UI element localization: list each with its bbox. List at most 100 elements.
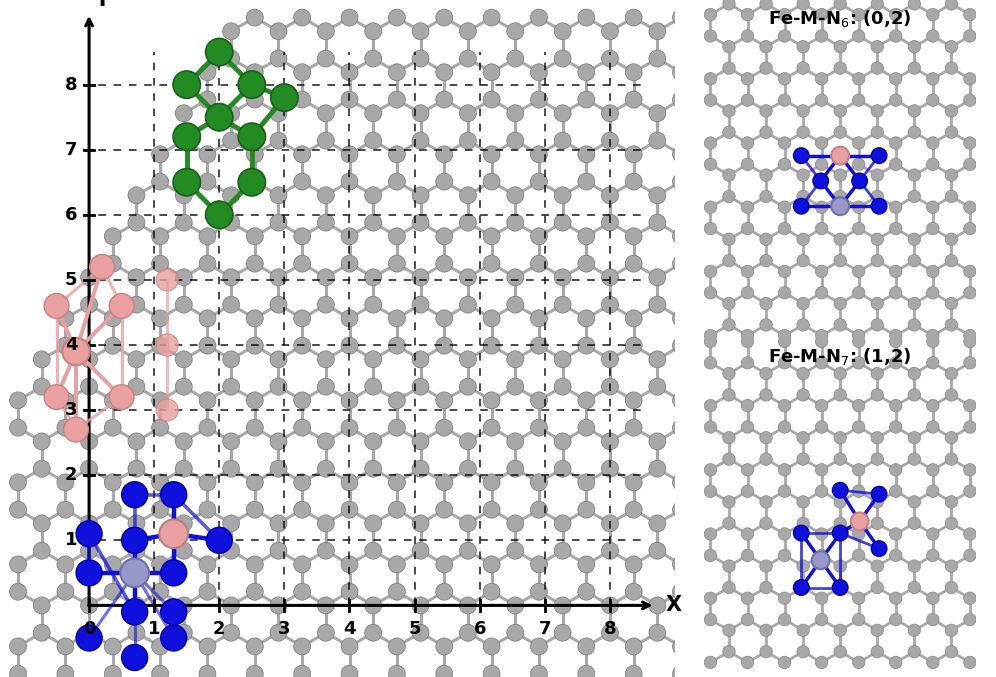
Circle shape [672, 392, 689, 409]
Circle shape [602, 460, 619, 477]
Circle shape [151, 474, 168, 491]
Circle shape [436, 337, 453, 354]
Circle shape [531, 584, 548, 600]
Circle shape [223, 542, 240, 559]
Circle shape [723, 297, 735, 309]
Circle shape [270, 433, 287, 450]
Circle shape [33, 351, 50, 368]
Circle shape [853, 286, 865, 299]
Circle shape [778, 72, 791, 85]
Circle shape [127, 187, 144, 204]
Circle shape [270, 351, 287, 368]
Circle shape [889, 265, 902, 278]
Circle shape [908, 389, 920, 401]
Circle shape [741, 72, 754, 85]
Circle shape [365, 214, 381, 231]
Circle shape [388, 173, 405, 190]
Circle shape [270, 297, 287, 313]
Circle shape [156, 399, 178, 421]
Circle shape [294, 9, 311, 26]
Circle shape [889, 8, 902, 21]
Circle shape [833, 483, 848, 498]
Circle shape [270, 50, 287, 67]
Circle shape [57, 556, 74, 573]
Circle shape [483, 584, 500, 600]
Circle shape [834, 190, 847, 202]
Circle shape [199, 146, 216, 162]
Circle shape [318, 597, 335, 614]
Circle shape [554, 597, 571, 614]
Circle shape [964, 592, 976, 605]
Circle shape [672, 474, 689, 491]
Circle shape [602, 269, 619, 286]
Circle shape [318, 351, 335, 368]
Circle shape [964, 464, 976, 476]
Circle shape [531, 556, 548, 573]
Circle shape [33, 624, 50, 641]
Circle shape [602, 214, 619, 231]
Circle shape [834, 0, 847, 10]
Circle shape [507, 297, 524, 313]
Circle shape [648, 515, 665, 532]
Circle shape [704, 421, 717, 433]
Circle shape [834, 624, 847, 636]
Text: 0: 0 [83, 619, 96, 638]
Circle shape [648, 23, 665, 40]
Circle shape [853, 464, 865, 476]
Circle shape [834, 105, 847, 117]
Circle shape [507, 515, 524, 532]
Circle shape [625, 91, 642, 108]
Circle shape [507, 597, 524, 614]
Circle shape [816, 222, 828, 235]
Circle shape [648, 132, 665, 149]
Circle shape [964, 137, 976, 149]
Circle shape [704, 485, 717, 498]
Text: 2: 2 [213, 619, 225, 638]
Circle shape [926, 464, 939, 476]
Circle shape [175, 624, 192, 641]
Circle shape [270, 105, 287, 122]
Circle shape [531, 64, 548, 81]
Circle shape [554, 50, 571, 67]
Circle shape [625, 9, 642, 26]
Circle shape [10, 474, 27, 491]
Circle shape [223, 378, 240, 395]
Circle shape [648, 187, 665, 204]
Circle shape [778, 30, 791, 42]
Circle shape [246, 584, 263, 600]
Circle shape [365, 624, 381, 641]
Circle shape [648, 624, 665, 641]
Circle shape [246, 91, 263, 108]
Circle shape [294, 255, 311, 272]
Circle shape [578, 392, 595, 409]
Circle shape [105, 255, 122, 272]
Circle shape [872, 517, 883, 529]
Circle shape [365, 23, 381, 40]
Circle shape [294, 501, 311, 518]
Circle shape [365, 433, 381, 450]
Circle shape [436, 501, 453, 518]
Circle shape [926, 399, 939, 412]
Circle shape [704, 30, 717, 42]
Circle shape [459, 297, 476, 313]
Circle shape [889, 30, 902, 42]
Circle shape [365, 269, 381, 286]
Circle shape [223, 460, 240, 477]
Circle shape [741, 30, 754, 42]
Circle shape [81, 378, 98, 395]
Circle shape [105, 638, 122, 655]
Circle shape [778, 286, 791, 299]
Circle shape [778, 421, 791, 433]
Circle shape [672, 556, 689, 573]
Circle shape [853, 613, 865, 626]
Circle shape [127, 624, 144, 641]
Circle shape [81, 624, 98, 641]
Circle shape [926, 286, 939, 299]
Circle shape [105, 556, 122, 573]
Circle shape [127, 269, 144, 286]
Circle shape [926, 329, 939, 342]
Circle shape [625, 556, 642, 573]
Circle shape [723, 233, 735, 246]
Circle shape [173, 123, 200, 150]
Circle shape [872, 105, 883, 117]
